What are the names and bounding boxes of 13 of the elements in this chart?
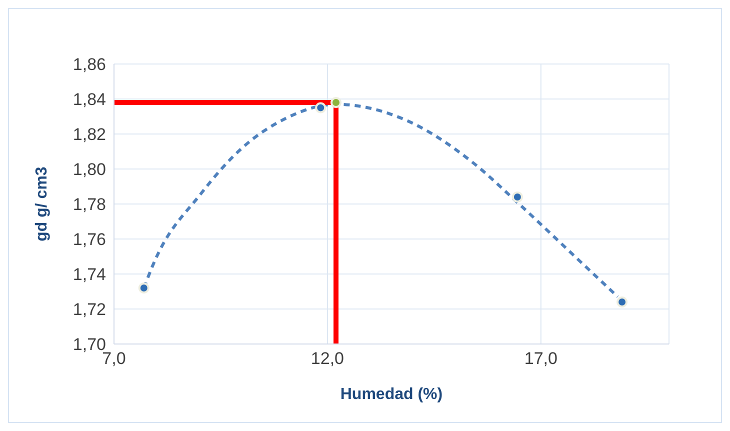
y-tick-label: 1,74 (72, 265, 106, 284)
x-tick-label: 7,0 (102, 349, 126, 368)
y-tick-label: 1,84 (72, 90, 106, 110)
x-tick-label: 17,0 (524, 349, 558, 368)
x-axis-title: Humedad (%) (340, 386, 443, 403)
y-axis-title: gd g/ cm3 (34, 166, 51, 242)
y-tick-label: 1,76 (72, 230, 106, 250)
y-tick-label: 1,86 (72, 55, 106, 74)
y-tick-label: 1,78 (72, 195, 106, 214)
y-tick-label: 1,72 (72, 300, 106, 320)
x-tick-label: 12,0 (310, 349, 344, 368)
y-tick-label: 1,82 (72, 125, 106, 144)
y-tick-label: 1,80 (72, 160, 106, 180)
